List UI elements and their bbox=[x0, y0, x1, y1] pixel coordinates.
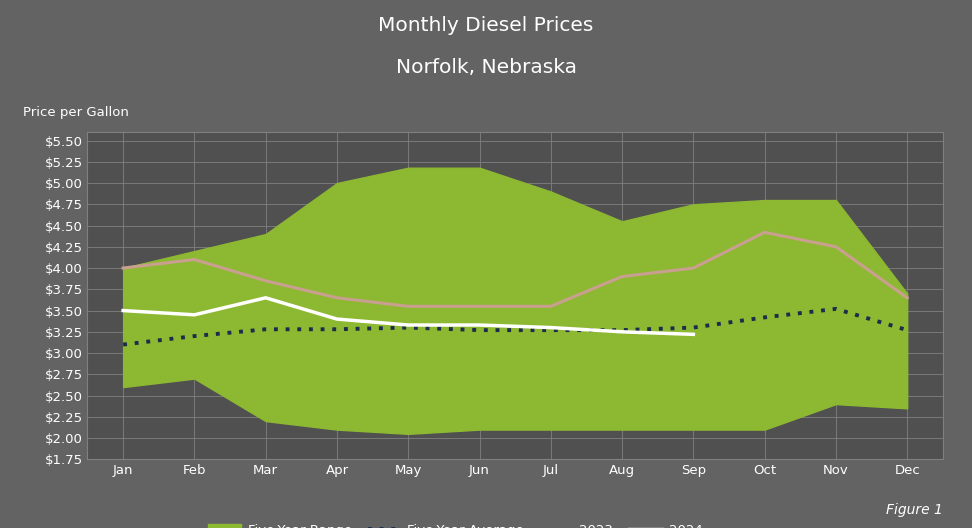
Text: Norfolk, Nebraska: Norfolk, Nebraska bbox=[396, 58, 576, 77]
Legend: Five-Year Range, Five-Year Average, 2023, 2024: Five-Year Range, Five-Year Average, 2023… bbox=[203, 518, 708, 528]
Text: Price per Gallon: Price per Gallon bbox=[23, 106, 129, 119]
Text: Figure 1: Figure 1 bbox=[885, 503, 943, 517]
Text: Monthly Diesel Prices: Monthly Diesel Prices bbox=[378, 16, 594, 35]
